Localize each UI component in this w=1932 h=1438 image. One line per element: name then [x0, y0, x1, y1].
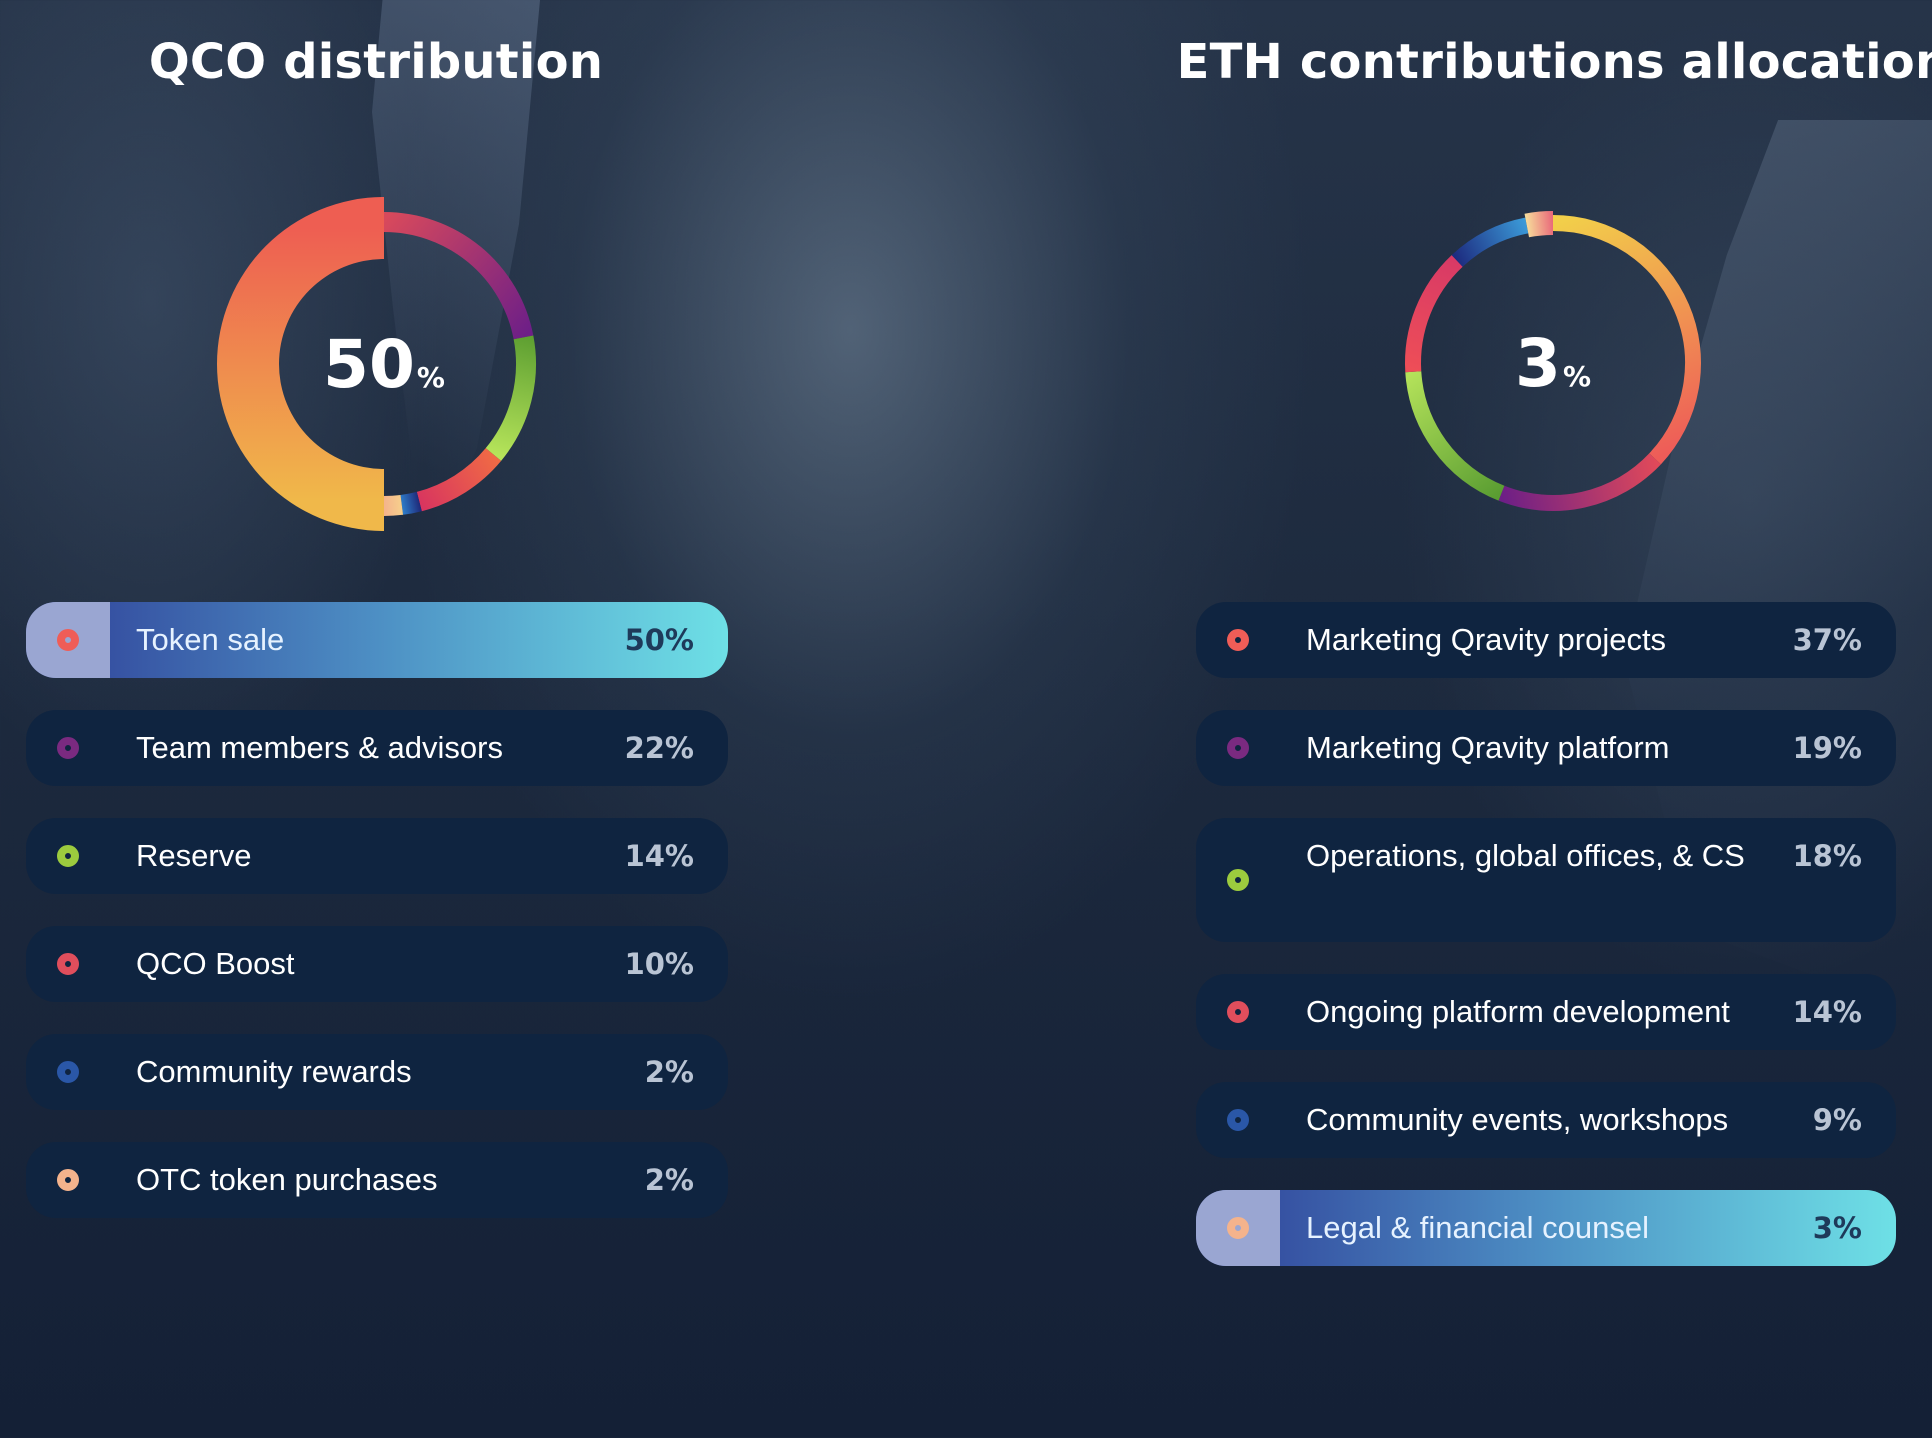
legend-value: 22% — [624, 731, 694, 765]
legend-swatch-cell — [26, 1034, 110, 1110]
legend-label: Ongoing platform development — [1306, 994, 1730, 1029]
legend-item-qco-boost[interactable]: QCO Boost 10% — [26, 926, 728, 1002]
donut-slice-team-members-advisors[interactable] — [383, 212, 534, 340]
donut-slice-otc-token-purchases[interactable] — [383, 494, 404, 516]
donut-slice-reserve[interactable] — [485, 335, 536, 461]
donut-slice-qco-boost[interactable] — [416, 447, 502, 512]
legend-item-legal-financial-counsel[interactable]: Legal & financial counsel 3% — [1196, 1190, 1896, 1266]
legend-item-community-events-workshops[interactable]: Community events, workshops 9% — [1196, 1082, 1896, 1158]
ring-icon — [57, 953, 79, 975]
donut-slice-token-sale[interactable] — [217, 197, 384, 531]
eth-donut-chart: 3 % — [1343, 153, 1763, 573]
ring-icon — [1227, 1109, 1249, 1131]
ring-icon — [57, 845, 79, 867]
legend-label: Reserve — [136, 838, 252, 873]
donut-slice-marketing-qravity-projects[interactable] — [1552, 215, 1701, 465]
ring-icon — [1227, 1001, 1249, 1023]
donut-slice-community-events-workshops[interactable] — [1451, 217, 1529, 267]
legend-label: Community events, workshops — [1306, 1102, 1729, 1137]
legend-value: 37% — [1792, 623, 1862, 657]
donut-slice-operations-global-offices-cs[interactable] — [1405, 371, 1505, 501]
legend-value: 14% — [624, 839, 694, 873]
donut-slice-legal-financial-counsel[interactable] — [1524, 211, 1554, 238]
eth-legend: Marketing Qravity projects 37% Marketing Q… — [1196, 602, 1896, 1298]
ring-icon — [57, 629, 79, 651]
legend-value: 2% — [644, 1055, 694, 1089]
ring-icon — [1227, 629, 1249, 651]
legend-item-marketing-qravity-platform[interactable]: Marketing Qravity platform 19% — [1196, 710, 1896, 786]
legend-label: Operations, global offices, & CS — [1306, 838, 1745, 873]
ring-icon — [1227, 737, 1249, 759]
legend-swatch-cell — [26, 710, 110, 786]
legend-swatch-cell — [1196, 974, 1280, 1050]
legend-value: 50% — [624, 623, 694, 657]
legend-label: Marketing Qravity projects — [1306, 622, 1667, 657]
legend-value: 2% — [644, 1163, 694, 1197]
chart-title: QCO distribution — [148, 34, 604, 90]
legend-item-community-rewards[interactable]: Community rewards 2% — [26, 1034, 728, 1110]
legend-swatch-cell — [26, 602, 110, 678]
legend-label: Token sale — [136, 622, 285, 657]
qco-donut-svg — [217, 197, 536, 531]
legend-value: 18% — [1792, 839, 1862, 873]
legend-swatch-cell — [1196, 842, 1280, 918]
legend-label: QCO Boost — [136, 946, 295, 981]
legend-swatch-cell — [1196, 710, 1280, 786]
legend-label: Team members & advisors — [136, 730, 503, 765]
legend-value: 9% — [1812, 1103, 1862, 1137]
legend-item-operations-global-offices-cs[interactable]: Operations, global offices, & CS 18% — [1196, 818, 1896, 942]
ring-icon — [1227, 1217, 1249, 1239]
legend-swatch-cell — [1196, 1082, 1280, 1158]
legend-swatch-cell — [26, 1142, 110, 1218]
legend-label: Community rewards — [136, 1054, 412, 1089]
eth-donut-svg — [1405, 211, 1701, 511]
ring-icon — [57, 737, 79, 759]
ring-icon — [57, 1061, 79, 1083]
legend-item-ongoing-platform-development[interactable]: Ongoing platform development 14% — [1196, 974, 1896, 1050]
legend-swatch-cell — [1196, 1190, 1280, 1266]
legend-item-reserve[interactable]: Reserve 14% — [26, 818, 728, 894]
legend-item-marketing-qravity-projects[interactable]: Marketing Qravity projects 37% — [1196, 602, 1896, 678]
legend-label: OTC token purchases — [136, 1162, 438, 1197]
legend-swatch-cell — [26, 926, 110, 1002]
legend-item-otc-token-purchases[interactable]: OTC token purchases 2% — [26, 1142, 728, 1218]
legend-value: 14% — [1792, 995, 1862, 1029]
chart-title: ETH contributions allocation — [1176, 34, 1932, 90]
legend-value: 3% — [1812, 1211, 1862, 1245]
donut-slice-community-rewards[interactable] — [400, 491, 422, 515]
donut-slice-marketing-qravity-platform[interactable] — [1498, 453, 1661, 511]
legend-label: Legal & financial counsel — [1306, 1210, 1649, 1245]
ring-icon — [57, 1169, 79, 1191]
donut-slice-ongoing-platform-development[interactable] — [1405, 255, 1463, 373]
legend-item-team-members-advisors[interactable]: Team members & advisors 22% — [26, 710, 728, 786]
legend-swatch-cell — [26, 818, 110, 894]
ring-icon — [1227, 869, 1249, 891]
legend-value: 19% — [1792, 731, 1862, 765]
legend-label: Marketing Qravity platform — [1306, 730, 1670, 765]
legend-item-token-sale[interactable]: Token sale 50% — [26, 602, 728, 678]
legend-swatch-cell — [1196, 602, 1280, 678]
qco-legend: Token sale 50% Team members & advisors 22% R… — [26, 602, 728, 1250]
qco-donut-chart: 50 % — [164, 144, 604, 584]
legend-value: 10% — [624, 947, 694, 981]
